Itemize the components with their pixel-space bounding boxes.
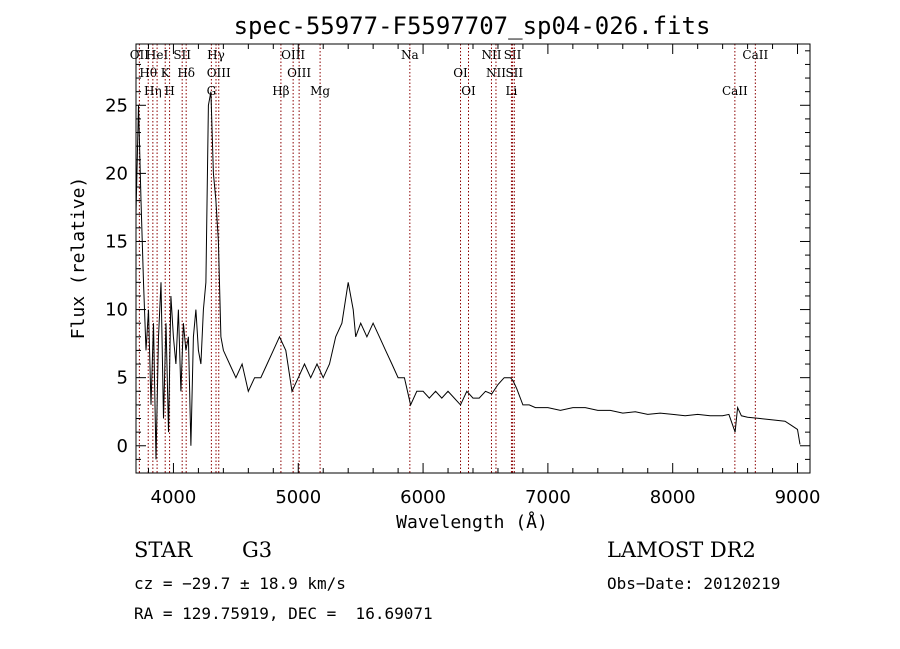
line-label: Hδ	[177, 66, 195, 80]
line-label: K	[161, 66, 171, 80]
spectrum-line	[135, 91, 801, 460]
x-axis-label: Wavelength (Å)	[396, 511, 548, 533]
line-label: SII	[505, 66, 523, 80]
line-label: Li	[506, 84, 518, 98]
line-label: OI	[461, 84, 476, 98]
spectral-subclass: G3	[242, 538, 273, 562]
y-tick-label: 0	[117, 436, 128, 457]
line-label: G	[207, 84, 217, 98]
line-label: HeI	[146, 48, 169, 62]
object-class: STAR	[134, 538, 193, 562]
line-label: Hη	[144, 84, 162, 98]
line-label: Hγ	[207, 48, 225, 62]
chart-title: spec-55977-F5597707_sp04-026.fits	[234, 12, 711, 40]
survey-name: LAMOST DR2	[607, 538, 756, 562]
line-label: SII	[504, 48, 522, 62]
line-label: OII	[130, 48, 150, 62]
x-tick-label: 8000	[650, 487, 696, 508]
x-tick-label: 9000	[775, 487, 821, 508]
y-axis-label: Flux (relative)	[68, 177, 89, 340]
line-label: Hθ	[139, 66, 157, 80]
line-label: CaII	[742, 48, 768, 62]
redshift-velocity: cz = −29.7 ± 18.9 km/s	[134, 574, 346, 593]
line-label: Mg	[310, 84, 330, 98]
line-label: Na	[401, 48, 419, 62]
x-tick-label: 7000	[525, 487, 571, 508]
line-label: SII	[173, 48, 191, 62]
line-label: OI	[453, 66, 468, 80]
line-label: NII	[486, 66, 506, 80]
line-label: OIII	[287, 66, 311, 80]
line-label: NII	[481, 48, 501, 62]
y-tick-label: 5	[117, 368, 128, 389]
plot-frame	[135, 43, 811, 474]
coordinates: RA = 129.75919, DEC = 16.69071	[134, 604, 433, 623]
x-tick-label: 5000	[275, 487, 321, 508]
line-label: H	[164, 84, 174, 98]
x-tick-label: 4000	[151, 487, 197, 508]
line-label: CaII	[722, 84, 748, 98]
y-tick-label: 25	[105, 95, 128, 116]
line-label: OIII	[281, 48, 305, 62]
observation-date: Obs−Date: 20120219	[607, 574, 781, 593]
x-tick-label: 6000	[400, 487, 446, 508]
y-tick-label: 10	[105, 300, 128, 321]
y-tick-label: 15	[105, 231, 128, 252]
line-label: OIII	[207, 66, 231, 80]
y-tick-label: 20	[105, 163, 128, 184]
line-label: Hβ	[272, 84, 289, 98]
